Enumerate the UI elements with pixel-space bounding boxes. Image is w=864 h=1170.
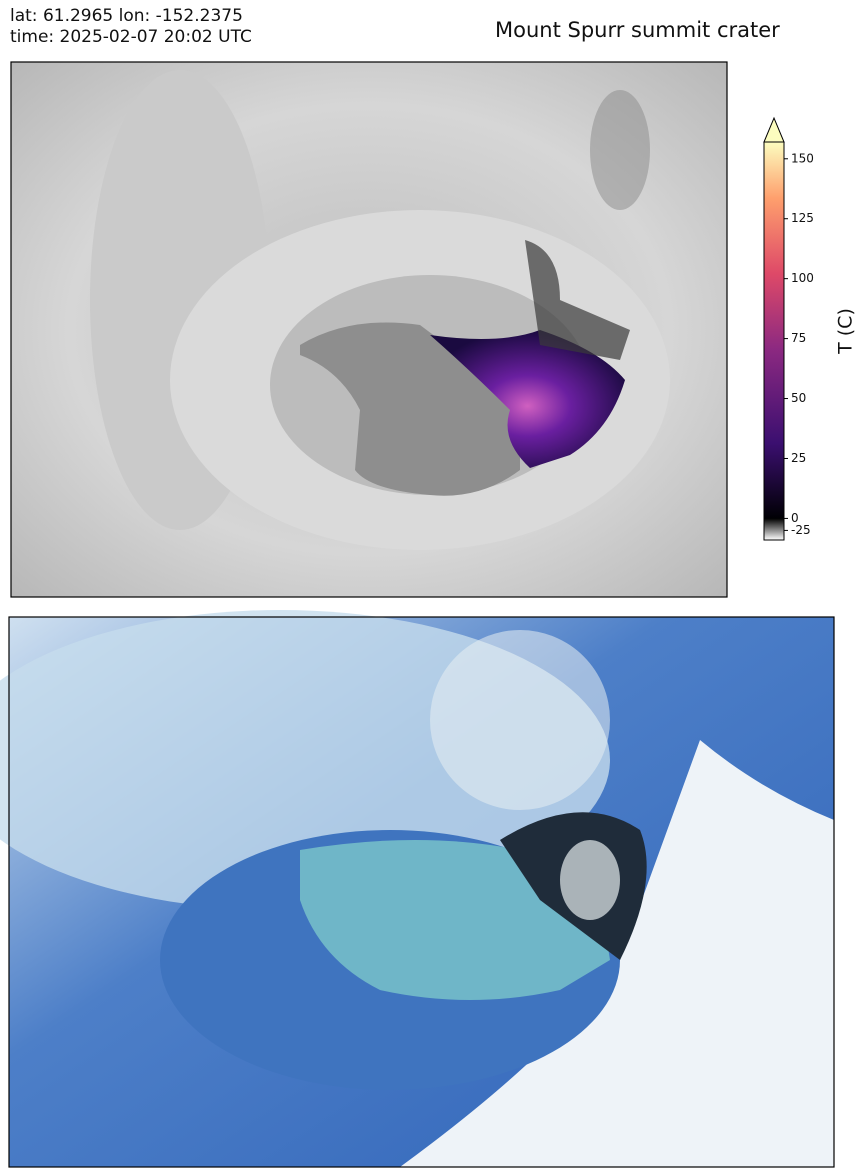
- colorbar: [763, 141, 785, 541]
- time: time: 2025-02-07 20:02 UTC: [10, 27, 252, 47]
- colorbar-extend: [763, 116, 785, 143]
- colorbar-tick-label: 125: [791, 211, 814, 225]
- colorbar-tick-label: 100: [791, 271, 814, 285]
- colorbar-tick-label: 150: [791, 151, 814, 165]
- title: Mount Spurr summit crater: [495, 18, 780, 42]
- photo-image: [0, 610, 835, 1168]
- colorbar-tick-label: 0: [791, 511, 799, 525]
- colorbar-tick-label: 25: [791, 451, 806, 465]
- colorbar-tick-label: -25: [791, 523, 811, 537]
- thermal-image: [10, 61, 728, 598]
- location: lat: 61.2965 lon: -152.2375: [10, 6, 243, 26]
- colorbar-tick-label: 50: [791, 391, 806, 405]
- colorbar-tick-label: 75: [791, 331, 806, 345]
- colorbar-label: T (C): [835, 308, 857, 355]
